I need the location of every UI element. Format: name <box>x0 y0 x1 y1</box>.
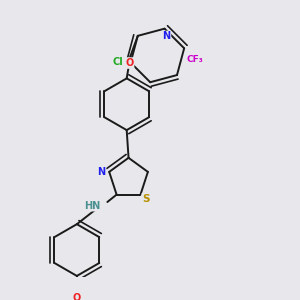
Text: S: S <box>142 194 150 204</box>
Text: O: O <box>73 292 81 300</box>
Text: HN: HN <box>84 201 100 211</box>
Text: CF₃: CF₃ <box>186 55 203 64</box>
Text: N: N <box>162 32 170 41</box>
Text: N: N <box>98 167 106 177</box>
Text: O: O <box>125 58 134 68</box>
Text: Cl: Cl <box>112 57 123 67</box>
